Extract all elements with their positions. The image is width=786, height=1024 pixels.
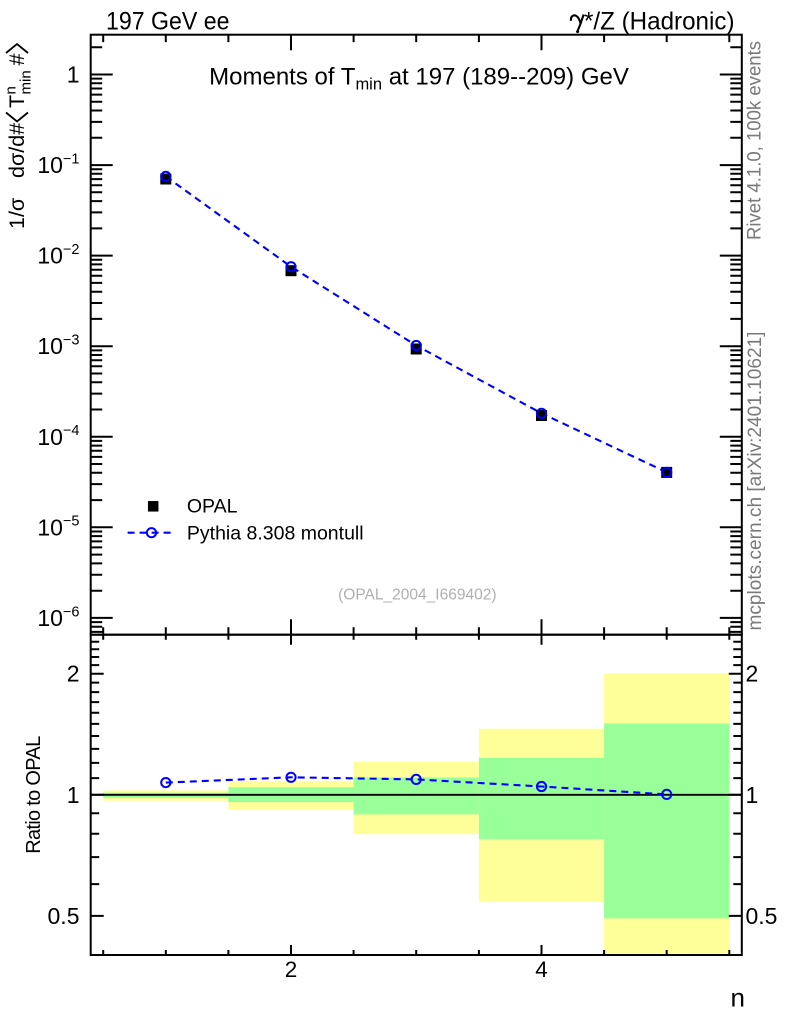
svg-text:2: 2 [67, 661, 80, 687]
svg-text:2: 2 [285, 957, 298, 982]
svg-text:mcplots.cern.ch [arXiv:2401.10: mcplots.cern.ch [arXiv:2401.10621] [745, 332, 766, 631]
svg-text:4: 4 [535, 957, 548, 982]
svg-text:(OPAL_2004_I669402): (OPAL_2004_I669402) [338, 586, 496, 603]
svg-text:10−5: 10−5 [37, 514, 79, 541]
svg-text:0.5: 0.5 [48, 903, 80, 929]
svg-text:197 GeV ee: 197 GeV ee [106, 7, 230, 35]
svg-text:1/σ: 1/σ [5, 198, 29, 229]
svg-text:0.5: 0.5 [746, 903, 778, 929]
svg-text:n: n [3, 86, 20, 94]
svg-text:min: min [18, 70, 35, 94]
svg-text:Ratio to OPAL: Ratio to OPAL [23, 736, 45, 854]
svg-text:1: 1 [67, 782, 80, 808]
svg-text:1: 1 [67, 62, 80, 88]
svg-text:Pythia 8.308 montull: Pythia 8.308 montull [187, 522, 364, 544]
svg-text:T: T [5, 95, 29, 108]
svg-text:n: n [731, 983, 745, 1013]
svg-text:Rivet 4.1.0, 100k events: Rivet 4.1.0, 100k events [745, 41, 766, 240]
svg-text:*/Z (Hadronic): */Z (Hadronic) [584, 7, 735, 35]
svg-text:1: 1 [746, 782, 759, 808]
svg-text:OPAL: OPAL [187, 495, 238, 517]
svg-text:2: 2 [746, 661, 759, 687]
svg-text:Moments of Tmin at 197 (189--2: Moments of Tmin at 197 (189--209) GeV [209, 63, 629, 93]
svg-text:dσ/d#: dσ/d# [5, 123, 29, 178]
svg-text:#: # [5, 54, 29, 66]
